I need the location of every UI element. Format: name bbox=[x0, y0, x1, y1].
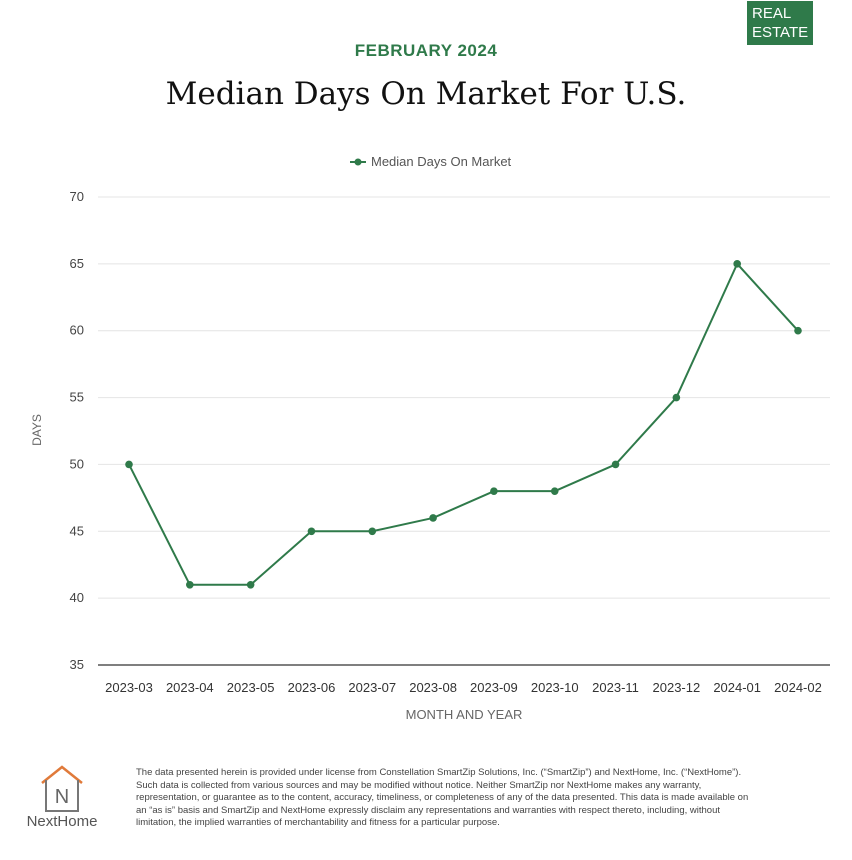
data-point bbox=[733, 260, 741, 268]
logo-letter: N bbox=[55, 786, 69, 808]
data-point bbox=[490, 487, 498, 495]
y-tick-label: 65 bbox=[70, 256, 84, 271]
x-tick-label: 2023-03 bbox=[105, 680, 153, 695]
x-axis-title: MONTH AND YEAR bbox=[406, 707, 523, 722]
x-tick-label: 2023-11 bbox=[592, 680, 639, 695]
real-estate-badge: REAL ESTATE bbox=[747, 1, 813, 45]
legend-label: Median Days On Market bbox=[371, 154, 512, 169]
x-tick-label: 2023-04 bbox=[166, 680, 214, 695]
x-tick-label: 2023-07 bbox=[348, 680, 396, 695]
y-tick-label: 40 bbox=[70, 590, 84, 605]
data-point bbox=[307, 527, 316, 536]
y-tick-label: 70 bbox=[70, 189, 84, 204]
disclaimer-text: The data presented herein is provided un… bbox=[136, 767, 749, 828]
data-point bbox=[125, 460, 133, 469]
logo-text: NextHome bbox=[26, 813, 98, 830]
y-axis-title: DAYS bbox=[30, 414, 44, 446]
y-tick-label: 55 bbox=[70, 390, 84, 405]
series-line bbox=[128, 262, 799, 586]
y-tick-label: 60 bbox=[70, 323, 84, 338]
data-point bbox=[186, 580, 194, 589]
x-tick-label: 2024-02 bbox=[774, 680, 822, 695]
data-point bbox=[368, 527, 377, 536]
x-tick-label: 2023-10 bbox=[531, 680, 579, 695]
page-title: Median Days On Market For U.S. bbox=[165, 76, 687, 112]
nexthome-house-icon: N bbox=[41, 765, 83, 812]
y-tick-label: 50 bbox=[70, 456, 84, 471]
data-point bbox=[672, 393, 681, 402]
data-point bbox=[429, 514, 437, 522]
x-tick-label: 2024-01 bbox=[713, 680, 761, 695]
x-tick-label: 2023-12 bbox=[653, 680, 701, 695]
badge-line-1: REAL bbox=[752, 5, 792, 22]
badge-line-2: ESTATE bbox=[752, 24, 809, 41]
report-date: FEBRUARY 2024 bbox=[354, 41, 498, 60]
x-tick-label: 2023-08 bbox=[409, 680, 457, 695]
data-point bbox=[611, 460, 620, 469]
y-tick-label: 35 bbox=[70, 657, 84, 672]
data-point bbox=[246, 580, 255, 589]
x-tick-label: 2023-05 bbox=[227, 680, 275, 695]
nexthome-logo: N NextHome bbox=[20, 763, 104, 833]
data-point bbox=[550, 487, 559, 495]
x-tick-label: 2023-09 bbox=[470, 680, 518, 695]
data-point bbox=[794, 326, 802, 335]
x-tick-label: 2023-06 bbox=[288, 680, 336, 695]
line-chart: 35 40 45 50 55 60 65 70 2023-03 2023-04 2023-05 202… bbox=[30, 154, 830, 722]
y-tick-label: 45 bbox=[70, 523, 84, 538]
legend-marker bbox=[354, 158, 362, 166]
